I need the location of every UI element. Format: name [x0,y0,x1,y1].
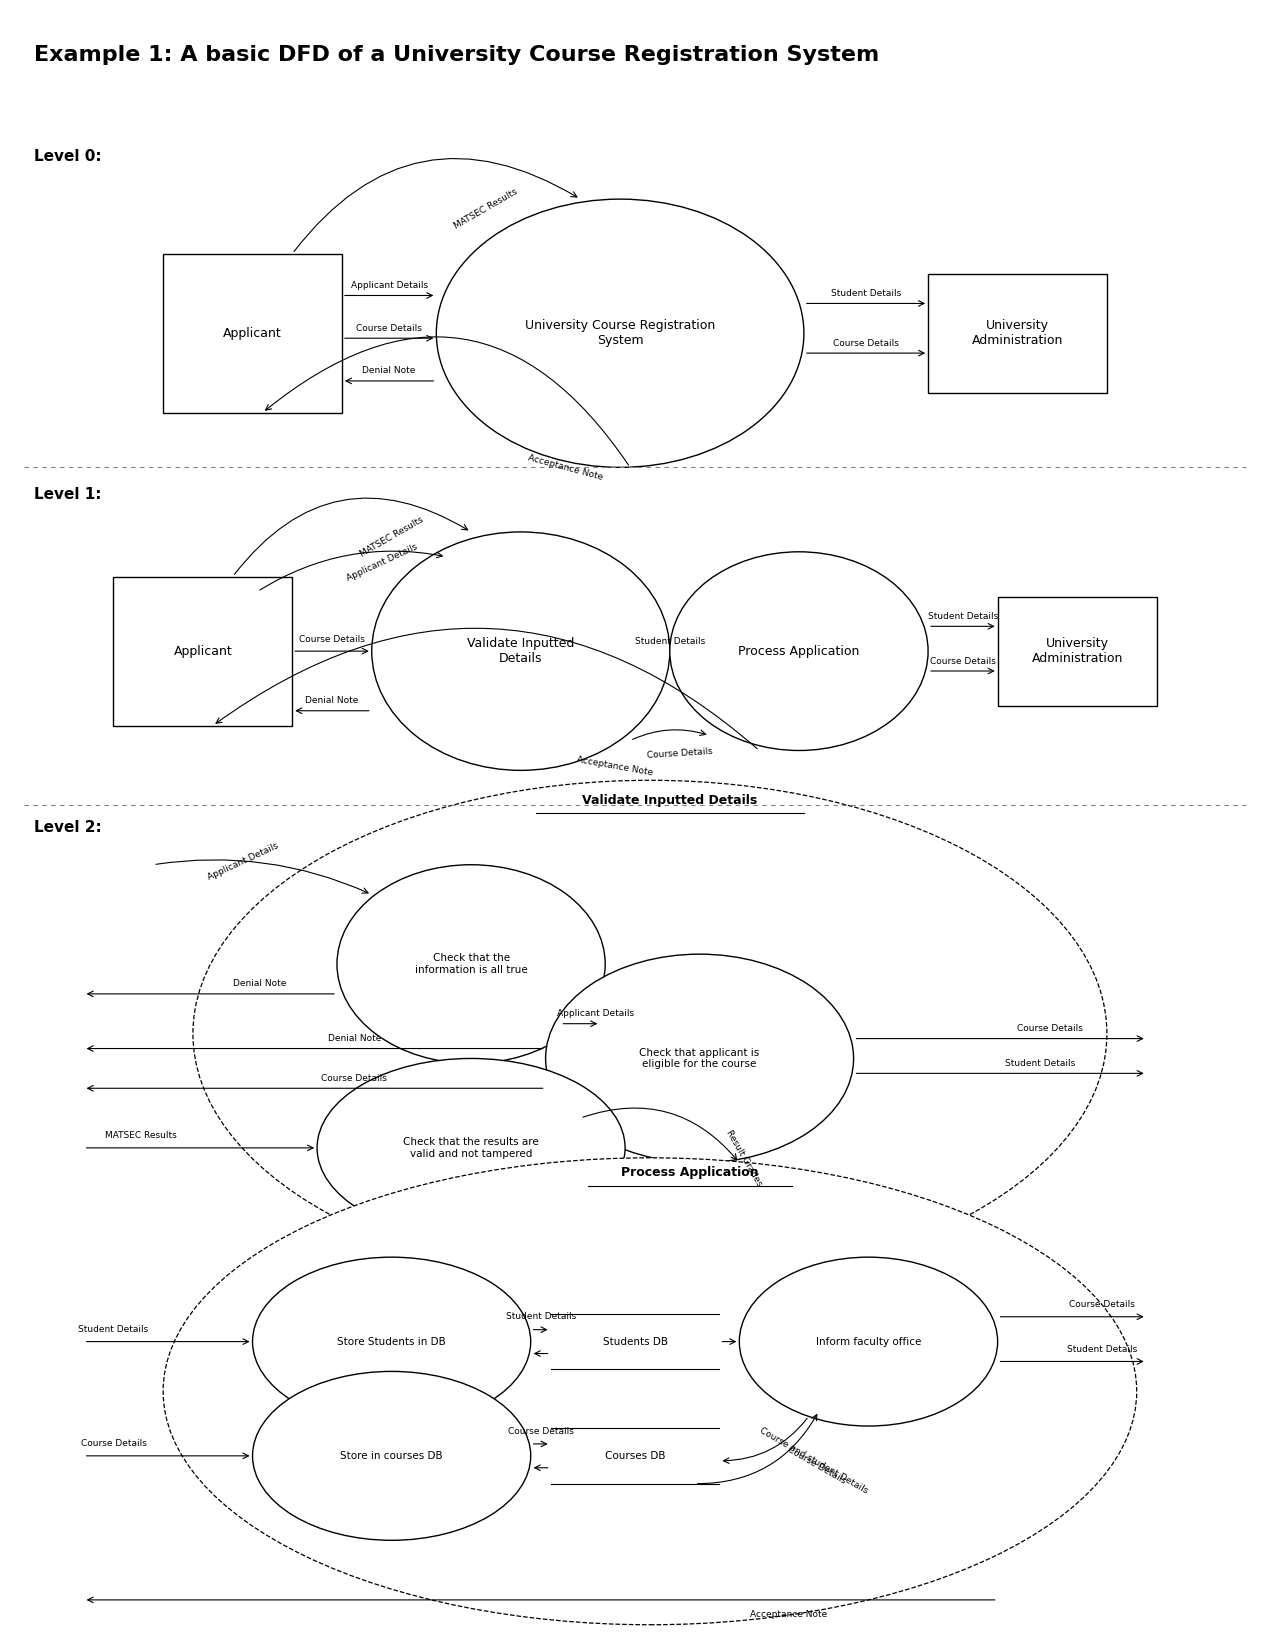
Text: Validate Inputted
Details: Validate Inputted Details [467,637,575,665]
Text: Student Details: Student Details [635,637,705,645]
Ellipse shape [252,1371,530,1541]
Text: Level 0:: Level 0: [34,150,102,165]
Text: Acceptance Note: Acceptance Note [751,1610,827,1619]
Text: Check that the results are
valid and not tampered: Check that the results are valid and not… [403,1137,539,1158]
Text: Example 1: A basic DFD of a University Course Registration System: Example 1: A basic DFD of a University C… [34,45,880,64]
Text: Student Details: Student Details [1005,1059,1075,1068]
Ellipse shape [740,1257,997,1426]
Text: Validate Inputted Details: Validate Inputted Details [583,794,757,807]
Text: Student Details: Student Details [1067,1345,1137,1355]
Text: Store in courses DB: Store in courses DB [340,1450,442,1460]
Ellipse shape [669,551,928,751]
Text: Course and student Details: Course and student Details [759,1426,870,1495]
Ellipse shape [317,1058,625,1238]
Text: Result Grades: Result Grades [724,1129,764,1188]
Text: Applicant Details: Applicant Details [557,1010,634,1018]
Text: Course Details: Course Details [507,1427,574,1436]
Text: Denial Note: Denial Note [362,366,416,376]
Text: Process Application: Process Application [738,645,859,658]
Text: Course Details: Course Details [80,1439,147,1449]
Text: Process Application: Process Application [621,1167,759,1180]
Text: Courses DB: Courses DB [604,1450,666,1460]
Text: Student Details: Student Details [78,1325,149,1335]
Text: Course Details: Course Details [833,338,899,348]
Text: Course Details: Course Details [1068,1300,1135,1310]
Text: Denial Note: Denial Note [305,696,358,705]
Text: University Course Registration
System: University Course Registration System [525,318,715,346]
Text: Applicant Details: Applicant Details [344,541,418,582]
FancyBboxPatch shape [113,576,292,726]
Text: MATSEC Results: MATSEC Results [105,1132,177,1140]
Text: Check that the
information is all true: Check that the information is all true [414,954,528,975]
Text: Applicant: Applicant [173,645,232,658]
Text: University
Administration: University Administration [972,318,1063,346]
FancyBboxPatch shape [163,254,342,412]
Text: Level 2:: Level 2: [34,820,102,835]
Text: Student Details: Student Details [928,612,998,620]
Text: Student Details: Student Details [505,1312,576,1322]
Text: Check that applicant is
eligible for the course: Check that applicant is eligible for the… [640,1048,760,1069]
Text: University
Administration: University Administration [1031,637,1123,665]
Text: Acceptance Note: Acceptance Note [576,754,654,777]
Text: Applicant: Applicant [223,327,282,340]
Text: Course Details: Course Details [321,1074,388,1082]
FancyBboxPatch shape [928,274,1107,393]
Text: Course Details: Course Details [929,657,996,665]
Text: Course Details: Course Details [646,746,713,759]
Text: Store Students in DB: Store Students in DB [338,1336,446,1346]
Text: Course Details: Course Details [300,635,365,644]
Text: Level 1:: Level 1: [34,487,102,502]
Text: Course Details: Course Details [1017,1025,1082,1033]
Ellipse shape [337,865,606,1064]
Text: Inform faculty office: Inform faculty office [816,1336,921,1346]
Text: Denial Note: Denial Note [233,980,287,988]
Ellipse shape [252,1257,530,1426]
Ellipse shape [372,531,669,771]
FancyBboxPatch shape [997,597,1156,706]
Text: Course Details: Course Details [356,323,422,333]
Text: Course Details: Course Details [785,1445,847,1485]
Ellipse shape [193,780,1107,1287]
Text: MATSEC Results: MATSEC Results [358,515,425,558]
Text: Denial Note: Denial Note [328,1035,381,1043]
Text: Acceptance Note: Acceptance Note [527,454,604,482]
Text: Applicant Details: Applicant Details [205,842,279,883]
Text: MATSEC Results: MATSEC Results [453,186,519,231]
Text: Student Details: Student Details [831,289,901,299]
Text: Students DB: Students DB [603,1336,668,1346]
Ellipse shape [546,954,853,1163]
Ellipse shape [436,200,805,467]
Ellipse shape [163,1158,1137,1625]
Text: Applicant Details: Applicant Details [351,280,427,290]
